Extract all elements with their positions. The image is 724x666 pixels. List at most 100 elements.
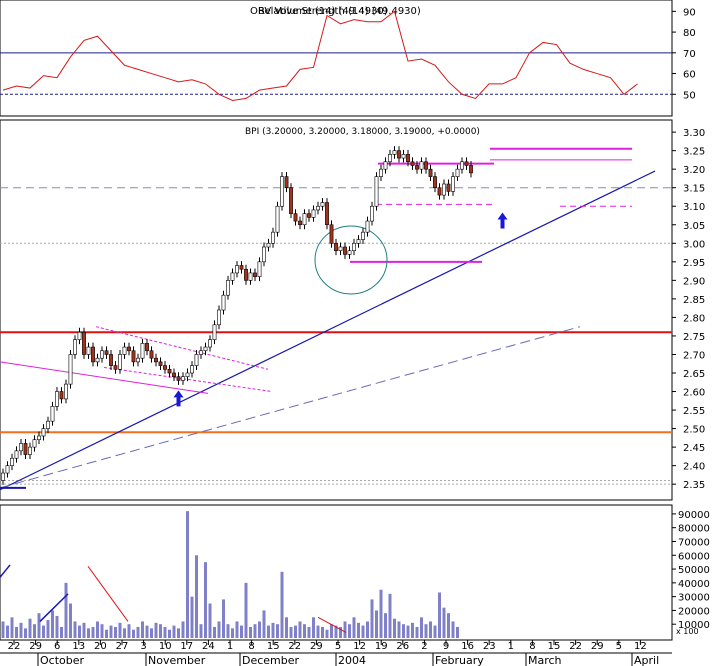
candle-body bbox=[338, 246, 343, 252]
candle-body bbox=[289, 187, 293, 214]
price-tick-label: 2.80 bbox=[683, 313, 705, 324]
rsi-tick-label: 50 bbox=[683, 90, 696, 101]
month-label: 2004 bbox=[338, 654, 366, 666]
rsi-grid bbox=[0, 52, 672, 95]
volume-bar bbox=[375, 610, 378, 638]
volume-bar bbox=[69, 603, 72, 638]
volume-tick-label: 30000 bbox=[678, 593, 710, 604]
candle-body bbox=[5, 465, 10, 474]
candle-body bbox=[239, 265, 244, 270]
volume-bar bbox=[433, 625, 437, 638]
volume-bar bbox=[235, 621, 239, 638]
candle-body bbox=[433, 176, 437, 189]
volume-trend-line bbox=[39, 593, 69, 622]
rsi-line bbox=[2, 10, 638, 102]
volume-bar bbox=[64, 582, 68, 638]
candle-body bbox=[410, 161, 415, 166]
candle-body bbox=[1, 472, 5, 481]
volume-bar bbox=[397, 621, 401, 638]
volume-bar bbox=[172, 625, 176, 638]
arrow-up-icon bbox=[173, 390, 184, 407]
candle-body bbox=[221, 294, 226, 311]
price-tick-label: 2.85 bbox=[683, 295, 705, 306]
volume-bar bbox=[10, 617, 14, 638]
volume-bar bbox=[1, 621, 5, 638]
volume-bar bbox=[231, 628, 234, 638]
candle-body bbox=[302, 213, 307, 226]
candle-body bbox=[293, 213, 298, 222]
month-label: December bbox=[242, 654, 300, 666]
volume-bar bbox=[447, 613, 450, 638]
price-panel-frame bbox=[0, 119, 673, 501]
date-tick-label: 15 bbox=[548, 641, 561, 652]
candle-body bbox=[86, 346, 91, 355]
candle-body bbox=[140, 343, 145, 359]
volume-trend-line bbox=[0, 564, 11, 578]
date-axis: 22 29 6 13 20 27 3 10 17 24 1 8 15 22 29 5 12 19 26 2 9 16 23 1… bbox=[0, 640, 672, 666]
volume-bar bbox=[370, 599, 374, 638]
volume-bar bbox=[96, 621, 99, 638]
candle-body bbox=[113, 365, 118, 370]
candle-body bbox=[320, 202, 325, 207]
volume-bar bbox=[258, 621, 261, 638]
volume-bar bbox=[357, 622, 360, 638]
volume-bar bbox=[343, 621, 347, 638]
rsi-panel: OBV Volume (14) (49.4930) Relative Stren… bbox=[0, 0, 696, 117]
volume-bar bbox=[307, 626, 311, 638]
candle-body bbox=[262, 246, 266, 263]
candle-body bbox=[212, 324, 217, 340]
volume-bar bbox=[208, 603, 212, 638]
candle-body bbox=[82, 331, 86, 355]
date-tick-label: 22 bbox=[288, 641, 301, 652]
candle-body bbox=[208, 339, 212, 348]
date-tick-label: 29 bbox=[591, 641, 604, 652]
rsi-tick-label: 70 bbox=[683, 49, 696, 60]
volume-bar bbox=[420, 617, 423, 638]
uptrend-line bbox=[0, 170, 656, 491]
month-label: March bbox=[528, 654, 562, 666]
candle-body bbox=[167, 368, 172, 374]
date-tick-label: 5 bbox=[335, 641, 341, 652]
volume-bar bbox=[424, 624, 428, 638]
price-panel: BPI (3.20000, 3.20000, 3.18000, 3.19000,… bbox=[0, 119, 705, 501]
flag-lower-line bbox=[103, 366, 273, 393]
candle-body bbox=[370, 205, 374, 222]
month-label: April bbox=[634, 654, 659, 666]
month-label: February bbox=[435, 654, 484, 666]
candle-body bbox=[352, 242, 356, 252]
date-tick-label: 13 bbox=[72, 641, 85, 652]
candle-body bbox=[28, 446, 32, 455]
volume-bar bbox=[190, 596, 194, 638]
candle-body bbox=[235, 265, 239, 274]
candle-body bbox=[280, 176, 284, 207]
volume-bar bbox=[366, 621, 369, 638]
volume-bars bbox=[1, 511, 459, 638]
volume-bar bbox=[19, 622, 23, 638]
volume-unit-label: x 100 bbox=[676, 627, 699, 636]
volume-bar bbox=[312, 617, 315, 638]
candle-body bbox=[194, 354, 199, 366]
candle-body bbox=[50, 406, 55, 422]
volume-bar bbox=[262, 610, 266, 638]
candle-body bbox=[100, 350, 104, 359]
date-tick-label: 22 bbox=[8, 641, 21, 652]
candle-body bbox=[199, 350, 203, 355]
candle-body bbox=[59, 391, 64, 400]
candle-body bbox=[469, 165, 473, 174]
candle-body bbox=[311, 209, 316, 218]
candle-body bbox=[257, 261, 262, 277]
candle-body bbox=[154, 357, 158, 363]
price-tick-label: 3.10 bbox=[683, 202, 705, 213]
date-tick-label: 16 bbox=[461, 641, 474, 652]
candle-body bbox=[451, 176, 455, 192]
arrow-up-icon bbox=[497, 212, 508, 229]
volume-bar bbox=[438, 592, 441, 638]
candle-body bbox=[149, 350, 154, 359]
channel-line bbox=[0, 361, 209, 394]
volume-panel: 10000 20000 30000 40000 50000 60000 70000 80000… bbox=[0, 504, 710, 641]
volume-bar bbox=[199, 624, 203, 638]
volume-bar bbox=[6, 625, 9, 638]
volume-bar bbox=[240, 625, 243, 638]
candle-body bbox=[190, 365, 194, 374]
